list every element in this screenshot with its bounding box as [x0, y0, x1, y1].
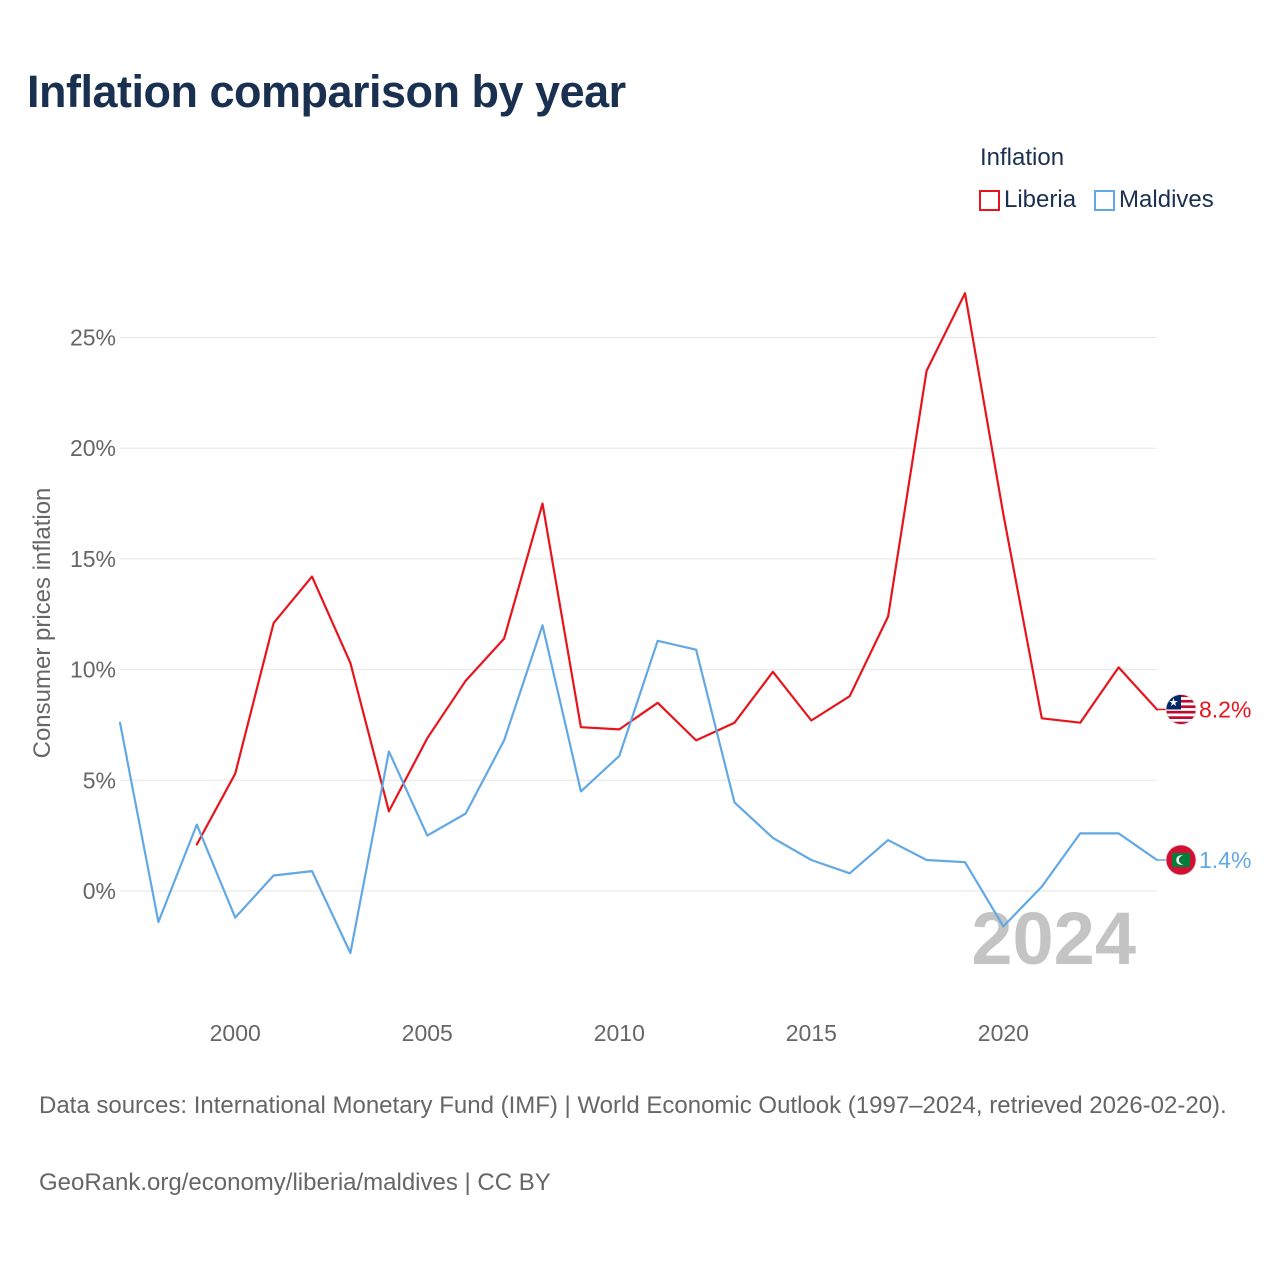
- series-end-markers: ★ 8.2% 1.4%: [1157, 694, 1251, 876]
- liberia-flag-icon: ★: [1165, 694, 1197, 725]
- legend-swatch-maldives: [1094, 189, 1116, 211]
- series-line-maldives[interactable]: [118, 624, 1159, 955]
- x-tick-label: 2015: [786, 1020, 837, 1046]
- grid-lines: [120, 337, 1157, 892]
- y-tick-label: 20%: [70, 435, 116, 461]
- y-tick-label: 5%: [83, 767, 116, 793]
- legend-title: Inflation: [980, 144, 1065, 171]
- x-tick-label: 2010: [594, 1020, 645, 1046]
- series-line-liberia[interactable]: [195, 292, 1159, 846]
- y-tick-label: 25%: [70, 325, 116, 351]
- legend-label-maldives: Maldives: [1119, 186, 1214, 213]
- y-tick-label: 0%: [83, 878, 116, 904]
- legend-label-liberia: Liberia: [1004, 186, 1077, 213]
- x-tick-label: 2005: [402, 1020, 453, 1046]
- y-axis-tick-labels: 0% 5% 10% 15% 20% 25%: [70, 325, 116, 905]
- end-value-label-maldives: 1.4%: [1199, 847, 1251, 873]
- maldives-flag-icon: [1165, 844, 1197, 876]
- y-tick-label: 15%: [70, 546, 116, 572]
- x-tick-label: 2020: [978, 1020, 1029, 1046]
- legend: Liberia Maldives: [979, 186, 1232, 214]
- legend-item-maldives[interactable]: Maldives: [1094, 186, 1214, 214]
- footer-sources: Data sources: International Monetary Fun…: [39, 1092, 1227, 1119]
- legend-swatch-liberia: [979, 189, 1000, 211]
- svg-text:★: ★: [1169, 697, 1179, 709]
- year-watermark: 2024: [971, 897, 1136, 980]
- x-tick-label: 2000: [210, 1020, 261, 1046]
- chart-title: Inflation comparison by year: [27, 66, 626, 117]
- x-axis-tick-labels: 2000 2005 2010 2015 2020: [210, 1020, 1029, 1046]
- footer-link[interactable]: GeoRank.org/economy/liberia/maldives | C…: [39, 1169, 551, 1196]
- line-chart: 0% 5% 10% 15% 20% 25% 2000 2005 2010 2015 2020 Co…: [29, 292, 1251, 1046]
- y-axis-label: Consumer prices inflation: [29, 488, 56, 759]
- legend-item-liberia[interactable]: Liberia: [979, 186, 1076, 214]
- series-lines: [118, 292, 1159, 955]
- end-value-label-liberia: 8.2%: [1199, 696, 1251, 722]
- y-tick-label: 10%: [70, 657, 116, 683]
